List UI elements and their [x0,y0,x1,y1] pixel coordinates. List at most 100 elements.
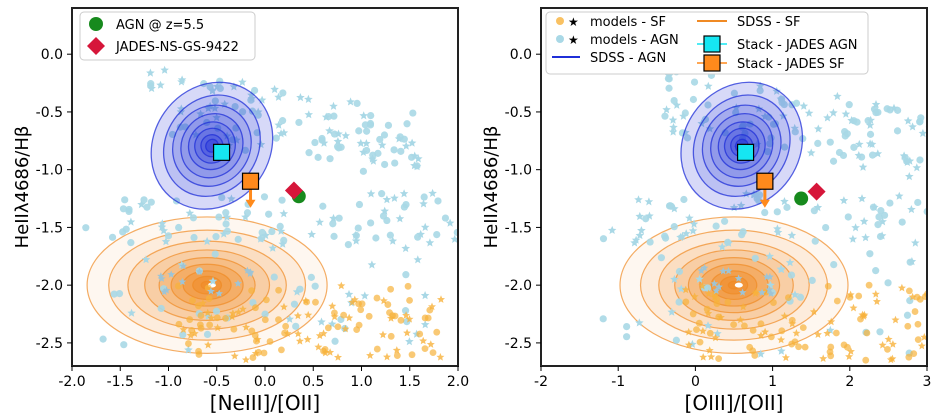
models-agn-dot [335,214,343,222]
models-agn-dot [359,167,367,175]
models-sf-dot [844,343,851,351]
models-sf-star [788,319,797,328]
models-agn-star [279,128,289,137]
models-agn-star [866,115,875,124]
models-sf-dot [365,312,373,320]
models-sf-dot [689,310,697,318]
models-agn-dot [927,130,934,137]
y-tick-label: -0.5 [36,105,63,121]
models-agn-dot [874,220,882,229]
models-agn-star [377,140,387,149]
models-sf-star [337,281,346,290]
models-agn-star [414,154,423,163]
models-agn-dot [808,276,816,285]
models-agn-dot [773,208,781,216]
models-agn-star [177,77,186,86]
models-sf-star [314,342,323,351]
models-agn-star [780,197,789,206]
models-sf-star [886,355,895,364]
models-agn-dot [234,235,242,243]
models-agn-star [806,148,816,157]
models-agn-star [635,211,644,221]
models-agn-star [274,120,283,129]
models-sf-star [179,325,188,333]
models-sf-dot [913,293,921,301]
x-tick-label: -1.0 [155,374,182,390]
models-agn-star [756,349,765,358]
models-agn-star [839,196,849,205]
models-agn-star [936,212,941,220]
models-agn-dot [680,195,688,204]
models-agn-dot [845,101,853,109]
models-agn-star [773,228,783,237]
models-sf-star [933,324,941,332]
models-agn-star [767,289,775,297]
models-agn-star [712,286,721,295]
models-sf-star [186,331,195,339]
models-agn-star [278,239,287,248]
models-sf-star [707,352,716,361]
x-tick-label: 3 [923,374,932,390]
models-sf-star [780,311,789,320]
models-agn-star [858,162,868,171]
plot-area-right [599,66,941,364]
models-agn-star [315,217,324,226]
models-agn-star [772,86,781,95]
models-agn-dot [670,223,678,231]
models-agn-star [395,214,405,223]
models-agn-star [676,284,686,293]
axes-right: -2 -1 0 1 2 3 0.0 -0.5 -1.0 -1.5 -2.0 -2.5 [505,47,932,390]
models-agn-dot [367,111,375,120]
models-agn-dot [870,105,879,113]
models-agn-dot [712,222,720,230]
models-agn-dot [147,198,155,206]
upper-limit-arrowhead [759,199,770,208]
models-agn-dot [876,328,884,336]
legend-label-jades-9422: JADES-NS-GS-9422 [115,40,239,55]
models-agn-dot [110,290,118,298]
x-axis-label-right: [OIII]/[OII] [685,391,784,415]
models-agn-dot [830,260,838,269]
models-agn-star [380,206,389,215]
models-agn-dot [278,196,286,204]
models-sf-star [897,283,906,292]
models-sf-star [330,312,339,321]
models-agn-dot [119,205,128,213]
models-sf-star [699,353,708,361]
models-agn-star [765,251,774,260]
models-sf-star [751,289,760,297]
models-agn-star [634,195,643,204]
models-agn-star [156,80,165,89]
models-agn-star [325,126,334,135]
x-tick-label: -1 [611,374,625,390]
models-agn-star [126,217,136,226]
models-agn-dot [690,78,699,86]
models-agn-dot [330,130,339,138]
models-sf-star [234,308,243,316]
models-agn-star [346,97,355,106]
models-agn-dot [844,213,852,221]
models-agn-star [356,138,366,147]
models-agn-star [790,123,799,132]
legend-marker-models-sf-star: ★ [568,15,579,29]
models-agn-dot [372,234,380,242]
models-sf-dot [334,323,342,331]
models-agn-dot [914,198,922,207]
models-sf-dot [706,329,714,337]
models-agn-dot [272,134,280,142]
models-sf-star [295,337,304,345]
models-agn-star [682,229,691,238]
models-agn-star [814,124,823,133]
models-agn-dot [241,146,249,154]
models-sf-star [334,353,342,361]
models-agn-star [903,116,913,125]
models-agn-dot [376,135,384,144]
models-sf-dot [387,285,395,293]
models-agn-star [776,94,786,103]
models-agn-dot [270,273,278,281]
models-agn-dot [258,228,266,237]
point-jades-ns-gs-9422 [807,182,826,201]
point-jades-ns-gs-9422 [284,181,303,200]
models-agn-dot [761,208,769,217]
models-agn-star [937,339,941,347]
